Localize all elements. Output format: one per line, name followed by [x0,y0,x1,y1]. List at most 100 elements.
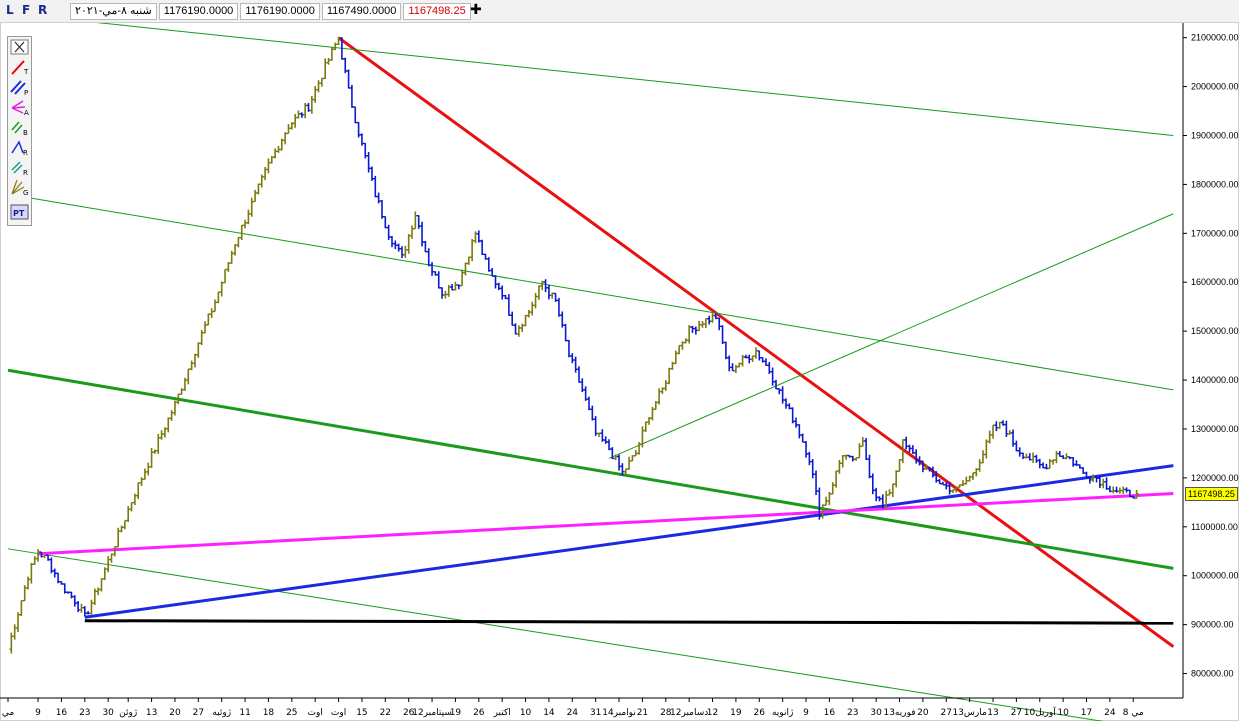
x-tick-label: اوت [331,708,346,718]
x-tick-label: مي [2,708,15,718]
x-tick-label: 19 [730,708,742,718]
crosshair-icon[interactable]: ✚ [470,2,482,18]
price-chart[interactable]: 800000.00 900000.00 1000000.00 1100000.00 12… [0,23,1239,721]
red-trendline [337,36,1175,648]
svg-text:PT: PT [13,209,25,218]
svg-text:R: R [23,169,28,176]
info-close: 1167498.25 [403,3,471,20]
last-price-tag: 1167498.25 [1185,486,1238,501]
y-tick-label: 800000.00 [1191,669,1234,679]
black-support [84,619,1174,625]
b-tool[interactable]: B [9,118,30,136]
y-tick-label: 1700000.00 [1191,228,1239,238]
text-tool[interactable]: PT [9,203,30,221]
x-tick-label: 26 [473,708,485,718]
x-tick-label: 27 [941,708,952,718]
x-tick-label: 20 [169,708,181,718]
green-channel-lower [608,213,1174,459]
x-tick-label: اکتبر [493,708,511,718]
info-letter-l[interactable]: L [6,3,14,17]
regression-tool[interactable]: R [9,138,30,156]
trendline-tool[interactable]: T [9,58,30,76]
x-tick-label: 10 [520,708,532,718]
y-tick-label: 1300000.00 [1191,424,1239,434]
x-tick-label: ژوئن [119,708,137,718]
svg-text:R: R [23,149,28,156]
green-channel-main [7,368,1174,570]
x-tick-label: 12 [707,708,718,718]
magenta-trendline [37,492,1174,556]
x-tick-label: 13 [987,708,998,718]
y-tick-label: 1200000.00 [1191,473,1239,483]
x-tick-label: 16 [56,708,68,718]
svg-text:T: T [23,68,29,76]
close-tool[interactable] [9,38,30,56]
y-tick-label: 1600000.00 [1191,277,1239,287]
green-channel-top [96,23,1174,136]
raff-tool[interactable]: R [9,158,30,176]
x-tick-label: 11 [239,708,250,718]
info-letter-f[interactable]: F [22,3,31,17]
x-tick-label: 27 [193,708,204,718]
x-tick-label: نوامبر14 [602,708,636,718]
y-tick-label: 2100000.00 [1191,33,1239,43]
x-tick-label: 31 [590,708,601,718]
x-tick-label: 24 [567,708,579,718]
x-tick-label: 30 [870,708,882,718]
drawing-toolbox: T P A B R R G PT [7,36,32,226]
x-tick-label: 20 [917,708,929,718]
pitchfork-tool[interactable]: A [9,98,30,116]
info-letter-r[interactable]: R [38,3,48,17]
x-tick-label: 22 [380,708,391,718]
svg-text:G: G [23,189,28,196]
y-tick-label: 1100000.00 [1191,522,1238,532]
parallel-tool[interactable]: P [9,78,30,96]
x-tick-label: سپتامبر12 [412,708,452,718]
drawing-lines-layer [7,23,1175,721]
pitchfork-icon: A [11,100,29,116]
gann-tool[interactable]: G [9,178,30,196]
x-tick-label: ژانويه [772,708,793,718]
x-tick-label: 9 [803,708,809,718]
svg-text:B: B [23,129,28,136]
y-tick-label: 2000000.00 [1191,82,1239,92]
text-icon: PT [10,204,29,220]
x-tick-label: 13 [146,708,157,718]
x-tick-label: 30 [102,708,114,718]
x-tick-label: 9 [35,708,41,718]
x-tick-label: مي 8 [1123,708,1144,718]
x-tick-label: 28 [660,708,672,718]
x-tick-label: 23 [79,708,90,718]
info-bar: L F R شنبه ۸-مي-۲۰۲۱ 1176190.0000 117619… [0,0,1239,23]
x-tick-label: 23 [847,708,858,718]
y-tick-label: 1000000.00 [1191,571,1239,581]
x-tick-label: اوت [308,708,323,718]
x-tick-label: 19 [450,708,462,718]
x-tick-label: 24 [1104,708,1116,718]
x-tick-label: 26 [403,708,415,718]
parallel-lines-icon: P [10,80,28,96]
channel-icon: B [11,121,28,136]
regression-icon: R [11,140,28,156]
info-open: 1176190.0000 [158,3,239,20]
x-tick-label: 15 [356,708,367,718]
x-tick-label: 25 [286,708,297,718]
x-tick-label: 10 [1057,708,1069,718]
info-low: 1167490.0000 [321,3,402,20]
price-bars-layer [9,36,1139,654]
y-tick-label: 1800000.00 [1191,179,1239,189]
info-high: 1176190.0000 [240,3,320,20]
trendline-icon: T [11,60,29,76]
info-fields: شنبه ۸-مي-۲۰۲۱ 1176190.0000 1176190.0000… [70,3,473,20]
info-date: شنبه ۸-مي-۲۰۲۱ [70,3,157,20]
y-tick-label: 900000.00 [1191,620,1234,630]
close-icon [10,39,29,55]
x-tick-label: 21 [637,708,648,718]
svg-text:P: P [24,89,28,96]
green-channel-bottom [7,548,1104,721]
x-tick-label: 27 [1011,708,1022,718]
x-tick-label: 17 [1081,708,1092,718]
x-tick-label: 18 [263,708,275,718]
y-tick-label: 1400000.00 [1191,375,1239,385]
x-tick-label: مارس13 [952,708,987,718]
